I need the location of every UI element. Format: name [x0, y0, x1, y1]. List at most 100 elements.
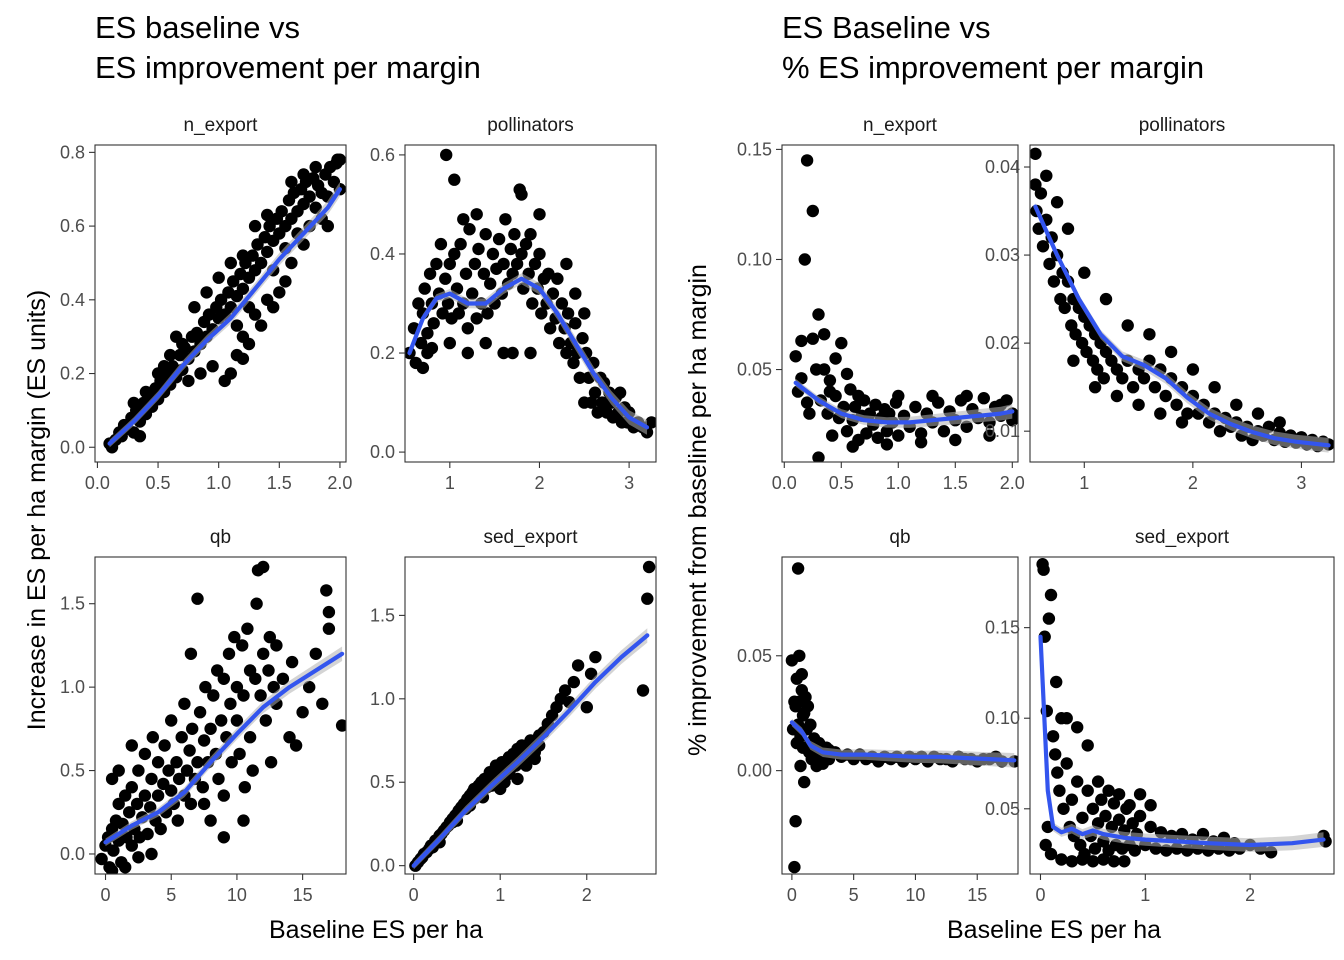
data-point — [1143, 328, 1156, 341]
data-point — [510, 257, 524, 271]
y-tick-label: 0.0 — [370, 856, 395, 876]
data-point — [237, 814, 250, 827]
x-tick-label: 0 — [1035, 885, 1045, 905]
data-point — [264, 756, 278, 769]
data-point — [427, 317, 440, 330]
data-point — [835, 336, 848, 350]
data-point — [164, 348, 177, 362]
left-y-axis-title: Increase in ES per ha margin (ES units) — [23, 290, 51, 730]
data-point — [217, 672, 230, 685]
data-point — [212, 772, 225, 786]
x-tick-label: 0.5 — [146, 473, 171, 493]
y-tick-label: 0.6 — [370, 145, 395, 165]
data-point — [285, 256, 298, 270]
data-point — [571, 659, 585, 672]
data-point — [960, 420, 973, 433]
x-tick-label: 2 — [1245, 885, 1255, 905]
data-point — [211, 664, 224, 677]
data-point — [186, 722, 199, 735]
data-point — [800, 154, 814, 167]
data-point — [1091, 775, 1105, 788]
data-point — [1065, 855, 1079, 868]
data-point — [470, 208, 483, 221]
data-point — [880, 425, 894, 438]
x-tick-label: 2 — [534, 473, 544, 493]
data-point — [1055, 853, 1068, 866]
data-point — [848, 400, 862, 414]
data-point — [461, 346, 474, 360]
data-point — [309, 160, 322, 174]
data-point — [267, 680, 280, 694]
data-point — [276, 672, 290, 685]
facet-title: qb — [889, 527, 910, 548]
data-point — [206, 360, 219, 373]
data-point — [479, 336, 492, 350]
data-point — [448, 173, 461, 186]
right-title-line2: % ES improvement per margin — [782, 50, 1204, 85]
data-point — [1046, 730, 1060, 743]
data-point — [914, 436, 928, 449]
x-tick-label: 0 — [101, 885, 111, 905]
panel-border — [1029, 556, 1335, 875]
x-tick-label: 10 — [227, 885, 247, 905]
data-point — [535, 307, 548, 320]
data-point — [416, 361, 430, 375]
data-point — [578, 307, 591, 320]
y-tick-label: 1.5 — [60, 594, 85, 614]
data-point — [224, 256, 237, 270]
data-point — [119, 789, 132, 802]
data-point — [960, 389, 973, 403]
x-tick-label: 1 — [1079, 473, 1089, 493]
data-point — [322, 605, 336, 619]
data-point — [190, 326, 204, 340]
data-point — [285, 175, 298, 189]
data-point — [1081, 739, 1094, 752]
data-point — [242, 337, 256, 351]
data-point — [511, 772, 524, 786]
data-point — [448, 247, 461, 261]
data-point — [95, 852, 108, 866]
data-point — [463, 223, 476, 236]
data-point — [443, 336, 456, 350]
panel-2: pollinators 1 2 3 0.0 0.2 0.4 0.6 — [370, 115, 657, 493]
data-point — [1112, 813, 1126, 826]
data-point — [1251, 407, 1265, 420]
data-point — [175, 731, 188, 744]
data-point — [452, 307, 465, 320]
data-point — [914, 427, 928, 440]
x-tick-label: 0.5 — [829, 473, 854, 493]
data-point — [204, 722, 217, 735]
data-point — [335, 719, 346, 732]
data-point — [1095, 793, 1108, 806]
data-point — [800, 396, 814, 409]
data-point — [303, 680, 316, 694]
data-point — [584, 667, 598, 680]
data-point — [170, 756, 183, 769]
data-point — [139, 385, 153, 399]
data-point — [1060, 757, 1073, 770]
data-point — [1088, 842, 1102, 855]
data-point — [486, 247, 500, 261]
data-point — [1069, 328, 1082, 341]
data-point — [267, 301, 280, 314]
data-point — [418, 282, 431, 295]
panel-3: qb 0 5 10 15 0.0 0.5 1.0 1.5 — [60, 527, 347, 905]
x-tick-label: 1.5 — [267, 473, 292, 493]
y-tick-label: 0.00 — [737, 761, 772, 781]
data-point — [270, 639, 283, 652]
data-point — [937, 425, 951, 438]
data-point — [526, 297, 539, 310]
data-point — [1081, 784, 1094, 797]
data-point — [515, 247, 528, 261]
data-point — [112, 797, 125, 811]
data-point — [477, 267, 491, 280]
data-point — [261, 245, 274, 259]
x-tick-label: 1.5 — [943, 473, 968, 493]
y-tick-label: 0.01 — [985, 421, 1020, 441]
data-point — [184, 797, 198, 811]
data-point — [484, 277, 497, 290]
data-point — [1071, 721, 1084, 734]
y-tick-label: 0.6 — [60, 216, 85, 236]
panel-border — [1029, 144, 1335, 463]
smooth-line — [107, 187, 342, 446]
